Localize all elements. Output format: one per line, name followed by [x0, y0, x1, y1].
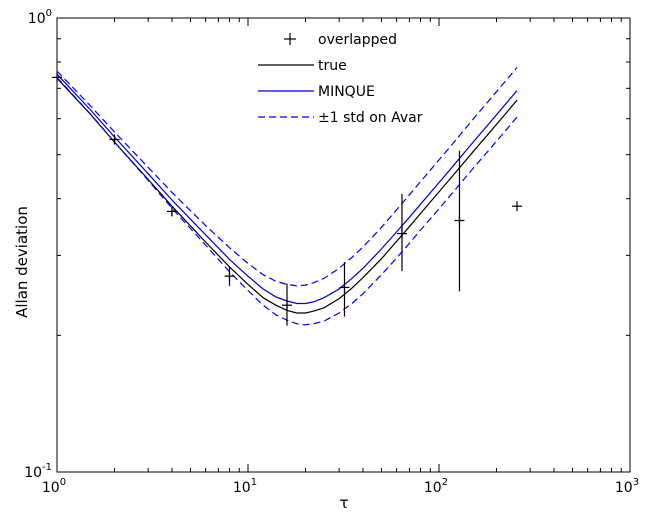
legend: overlapped true MINQUE ±1 std on Avar — [258, 32, 423, 126]
legend-label: MINQUE — [318, 84, 375, 100]
legend-item: MINQUE — [258, 84, 375, 100]
x-tick-label: 103 — [615, 477, 639, 496]
y-tick-label: 10-1 — [24, 462, 52, 481]
series-line-1 — [56, 73, 518, 305]
legend-item: true — [258, 58, 347, 74]
legend-label: true — [318, 58, 347, 74]
plot-frame — [56, 17, 631, 473]
overlapped-point — [109, 134, 120, 145]
overlapped-point — [454, 215, 465, 226]
series-line-0 — [56, 77, 518, 314]
overlapped-point — [224, 271, 235, 282]
overlapped-point — [52, 72, 62, 83]
x-axis-label: τ — [339, 494, 348, 512]
x-tick-label: 102 — [424, 477, 448, 496]
y-tick-label: 100 — [28, 8, 52, 27]
series-line-3 — [56, 76, 518, 326]
legend-item: overlapped — [284, 32, 397, 48]
legend-item: ±1 std on Avar — [258, 110, 423, 126]
overlapped-point — [339, 282, 350, 293]
overlapped-point — [281, 300, 292, 311]
data-layer — [52, 67, 522, 326]
series-line-2 — [56, 67, 518, 287]
y-axis-label: Allan deviation — [13, 206, 31, 318]
legend-label: overlapped — [318, 32, 397, 48]
x-tick-label: 101 — [233, 477, 257, 496]
overlapped-point — [396, 228, 407, 239]
overlapped-point — [511, 201, 522, 212]
x-tick-label: 100 — [42, 477, 66, 496]
legend-label: ±1 std on Avar — [318, 110, 423, 126]
overlapped-point — [166, 206, 177, 217]
